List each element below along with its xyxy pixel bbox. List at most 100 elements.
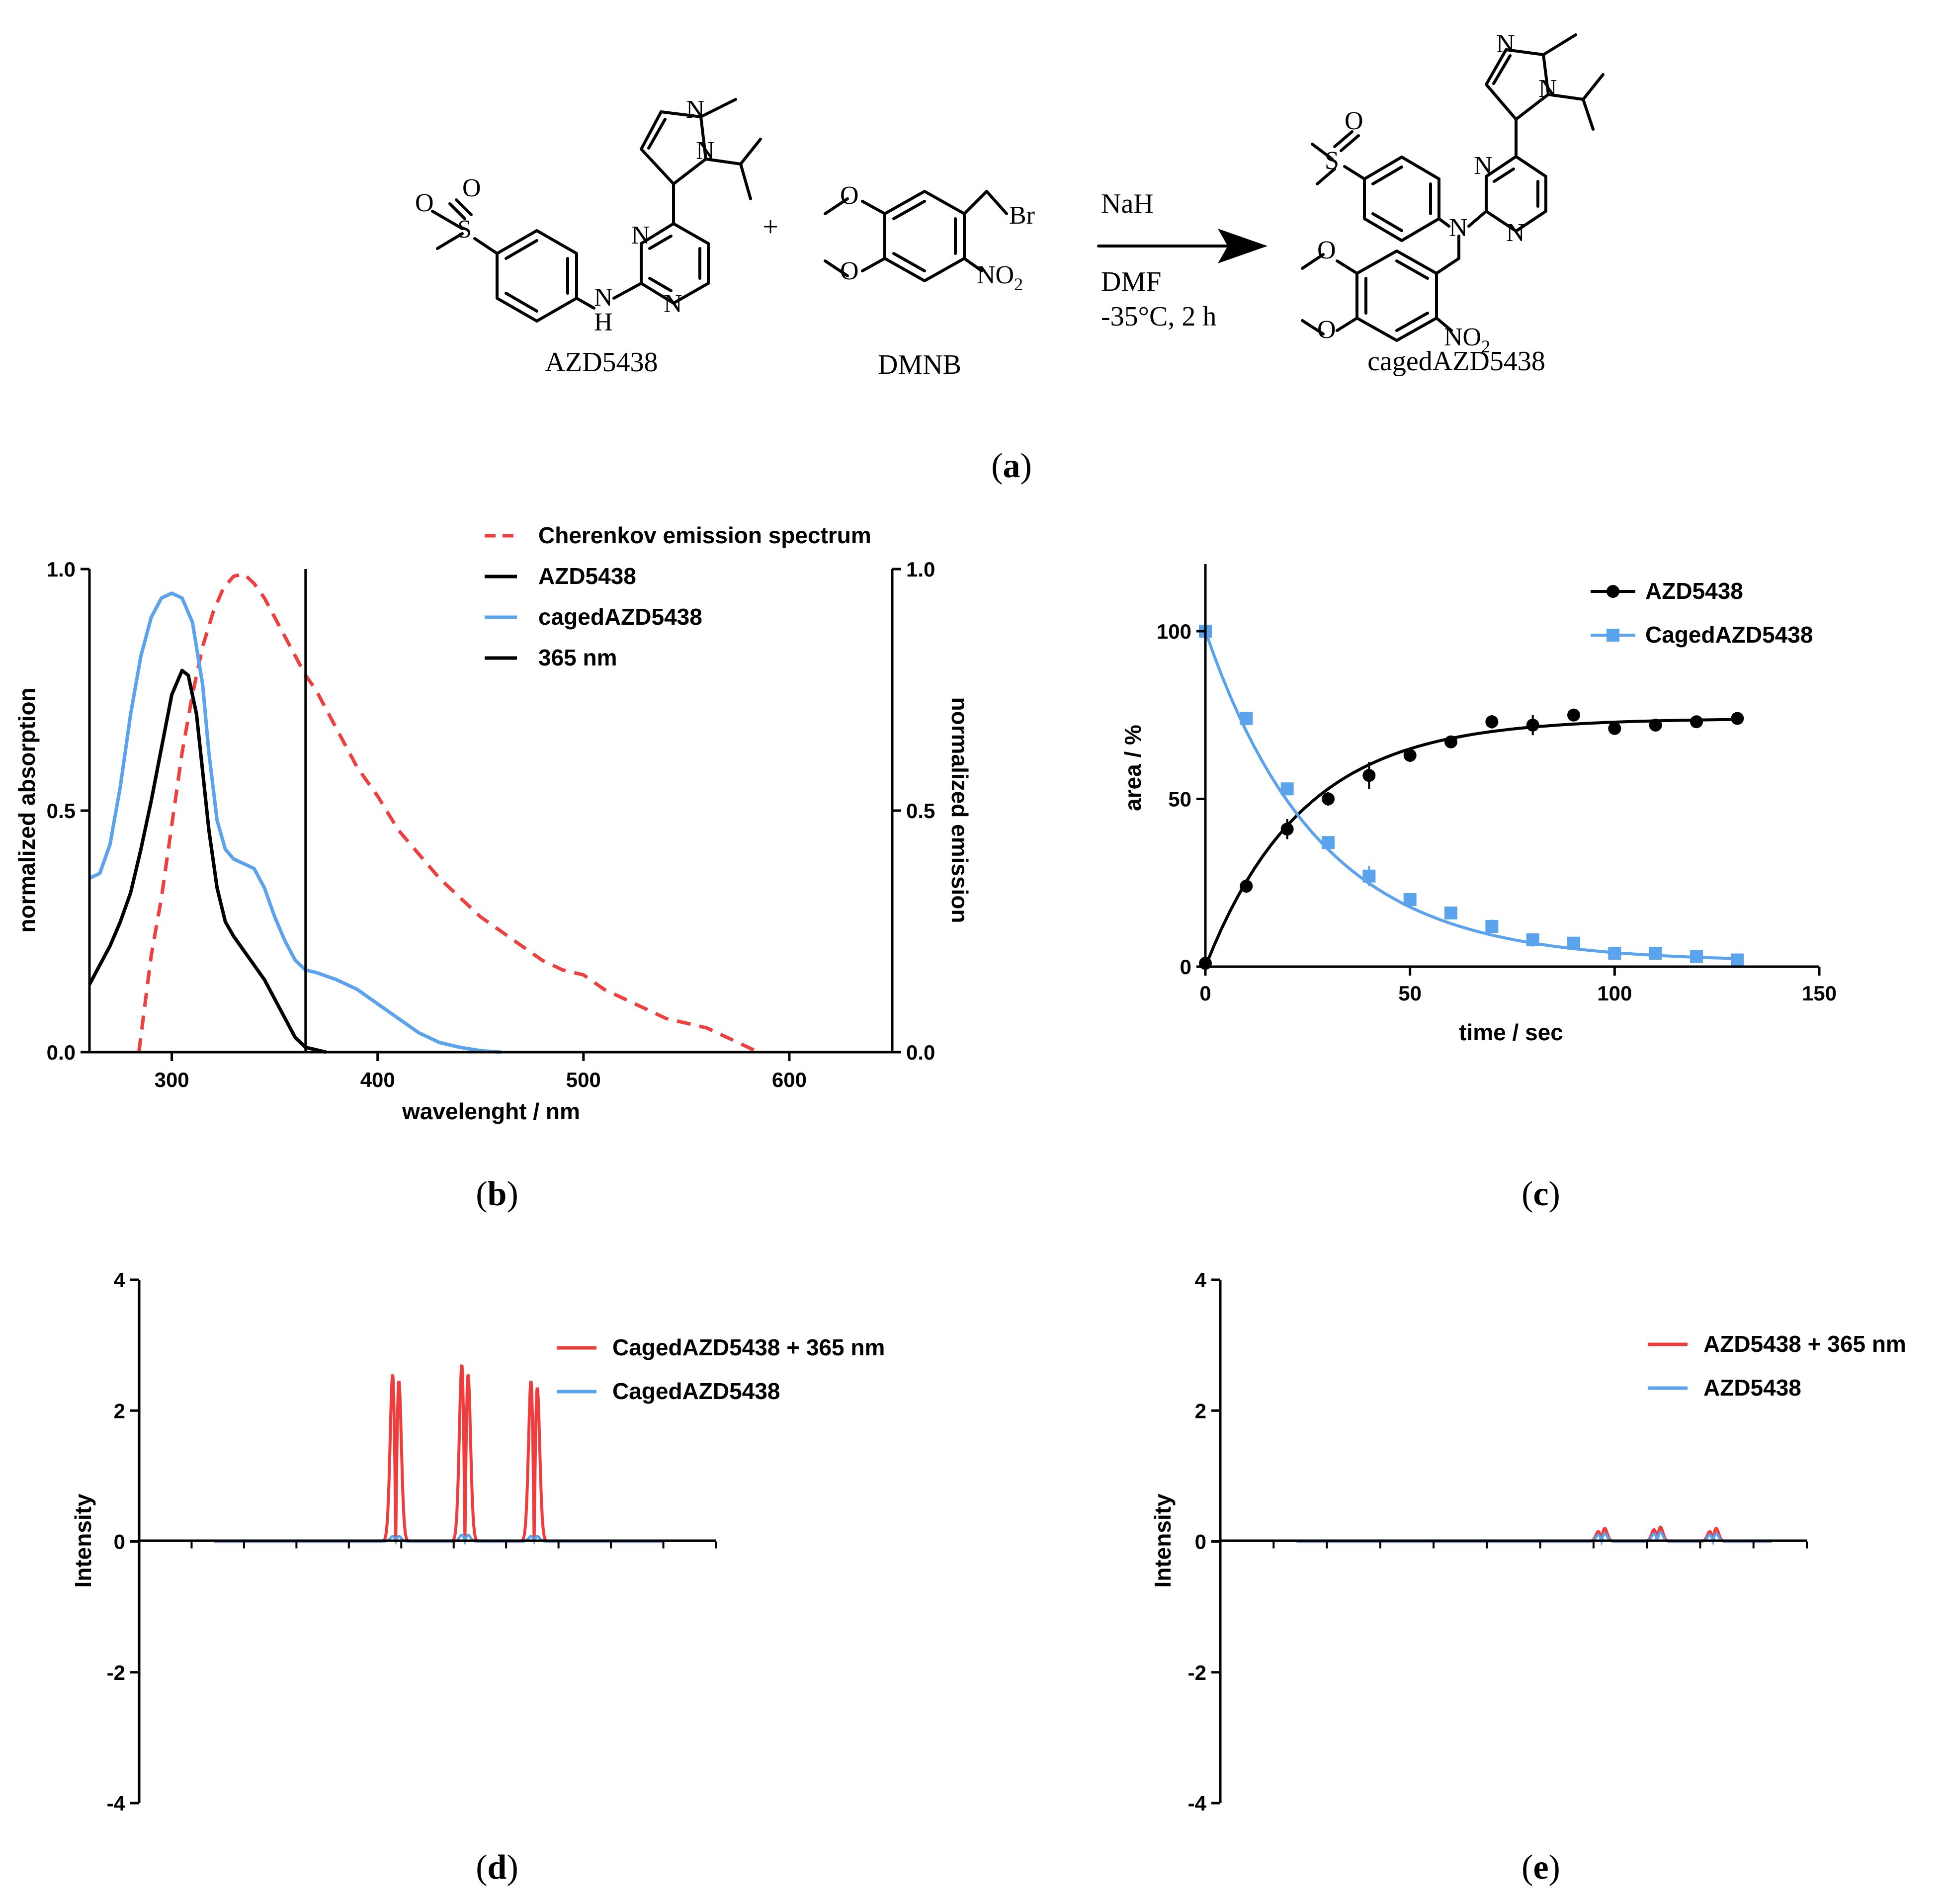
solvent-dmf: DMF	[1101, 266, 1161, 297]
chart-b-series-azd5438	[87, 668, 327, 1054]
chart-b-legend-label-365-nm: 365 nm	[538, 645, 617, 670]
chart-b-legend-label-cherenkov-emission-spectrum: Cherenkov emission spectrum	[538, 522, 871, 548]
chart-c-point-cagedazd5438-10	[1240, 712, 1253, 725]
chart-c-legend-marker-azd5438	[1607, 585, 1619, 598]
chart-e-ytick-label-2: 2	[1195, 1399, 1206, 1422]
chart-e-plot-area	[1296, 1525, 1772, 1546]
chart-b-y2tick-label-0.0: 0.0	[906, 1041, 935, 1064]
panel-label-e: (e)	[1522, 1848, 1560, 1887]
panel-label-d: (d)	[476, 1848, 518, 1887]
chart-c-point-azd5438-120	[1690, 715, 1703, 729]
panel-label-a: (a)	[991, 447, 1032, 485]
chart-c-xtick-label-0: 0	[1199, 982, 1211, 1005]
chart-c-point-cagedazd5438-20	[1280, 782, 1294, 796]
chart-c-xtick-label-150: 150	[1802, 982, 1837, 1005]
chart-c-point-cagedazd5438-120	[1690, 950, 1703, 963]
atom-N-amine: N	[594, 283, 613, 312]
chart-b-series-cherenkov-emission-spectrum	[137, 572, 760, 1054]
chart-c-point-cagedazd5438-60	[1444, 907, 1457, 919]
reaction-conditions: -35°C, 2 h	[1101, 301, 1216, 332]
chart-c-point-cagedazd5438-100	[1608, 947, 1621, 960]
chart-c-legend: AZD5438 CagedAZD5438	[1591, 578, 1813, 648]
atom-O-prod-1: O	[1345, 107, 1363, 135]
chart-c-legend-marker-cagedazd5438	[1607, 629, 1619, 642]
chart-c-point-cagedazd5438-130	[1731, 953, 1744, 967]
chart-b-axes	[88, 569, 894, 1054]
chart-c-point-azd5438-70	[1485, 715, 1499, 729]
dmnb-structure	[824, 190, 1008, 282]
chart-e-ylabel: Intensity	[1150, 1493, 1176, 1588]
chart-d-ytick-label--4: -4	[107, 1792, 126, 1815]
chart-b-xlabel: wavelenght / nm	[402, 1098, 580, 1124]
atom-N-imidazole-2: N	[696, 137, 715, 165]
plus-sign: +	[762, 212, 778, 243]
atom-O-2: O	[462, 174, 481, 202]
chart-c-ticks: 0 50 100 150 0 50 100	[1157, 620, 1837, 1005]
chart-d-ticks: -4 -2 0 2 4	[107, 1268, 717, 1815]
chart-c-point-azd5438-60	[1444, 735, 1457, 748]
chart-c-xlabel: time / sec	[1459, 1019, 1563, 1045]
atom-N-imidazole: N	[686, 95, 705, 124]
chart-c-legend-label-azd5438: AZD5438	[1645, 578, 1743, 604]
atom-O-dmnb-2: O	[840, 257, 859, 285]
chart-b-absorption-emission: 300 400 500 600 0.0 0.5 1.0 0.0 0.5 1.0 wavelengh…	[14, 522, 973, 1124]
chart-b-ticks: 300 400 500 600 0.0 0.5 1.0 0.0 0.5 1.0	[47, 558, 935, 1091]
chart-e-legend: AZD5438 + 365 nm AZD5438	[1648, 1331, 1906, 1401]
chart-e-ytick-label-4: 4	[1195, 1268, 1207, 1292]
chart-d-legend: CagedAZD5438 + 365 nm CagedAZD5438	[557, 1334, 885, 1404]
chart-c-point-cagedazd5438-90	[1567, 936, 1580, 950]
atom-S: S	[457, 215, 472, 244]
chart-c-point-azd5438-80	[1526, 719, 1539, 732]
atom-O-prod-2: O	[1317, 236, 1336, 264]
chart-e-legend-label-azd5438-365-nm: AZD5438 + 365 nm	[1703, 1331, 1906, 1357]
chart-c-plot-area	[1199, 625, 1744, 970]
chart-b-ytick-label-0.5: 0.5	[47, 799, 76, 823]
chart-c-point-cagedazd5438-40	[1362, 869, 1376, 883]
chart-c-point-azd5438-130	[1731, 712, 1744, 725]
chart-c-point-azd5438-100	[1608, 722, 1621, 735]
chart-b-ylabel: normalized absorption	[14, 687, 40, 932]
label-caged-azd5438: cagedAZD5438	[1367, 346, 1545, 377]
chart-e-ytick-label--2: -2	[1188, 1661, 1206, 1684]
panel-label-c: (c)	[1522, 1175, 1560, 1213]
chart-c-fit-azd5438	[1204, 718, 1738, 968]
chart-c-point-cagedazd5438-80	[1526, 933, 1539, 946]
caged-azd5438-structure	[1301, 33, 1605, 342]
atom-N-prod-imid: N	[1496, 30, 1515, 58]
chart-c-ytick-label-50: 50	[1168, 788, 1191, 811]
chart-b-legend-label-cagedazd5438: cagedAZD5438	[538, 604, 702, 630]
chart-d-ytick-label-4: 4	[114, 1268, 126, 1292]
chart-b-ytick-label-0.0: 0.0	[47, 1041, 76, 1064]
chart-e-series-azd5438-365-nm	[1296, 1525, 1772, 1543]
chart-e-ytick-label--4: -4	[1188, 1792, 1207, 1815]
chart-b-xtick-label-400: 400	[360, 1068, 395, 1091]
chart-c-point-cagedazd5438-50	[1403, 893, 1417, 906]
chart-b-y2tick-label-0.5: 0.5	[906, 799, 935, 823]
chart-d-ytick-label-0: 0	[114, 1530, 125, 1554]
chart-b-legend-label-azd5438: AZD5438	[538, 563, 636, 589]
chart-c-point-azd5438-30	[1322, 792, 1335, 806]
chart-d-intensity: -4 -2 0 2 4 Intensity CagedAZD5438 + 365 nmC…	[70, 1268, 885, 1815]
chart-c-ytick-label-100: 100	[1157, 620, 1191, 643]
atom-O-dmnb-1: O	[840, 181, 859, 210]
atom-N-pyrimidine-2: N	[664, 290, 682, 318]
chart-b-plot-area	[87, 569, 760, 1054]
chart-c-point-cagedazd5438-110	[1649, 947, 1662, 960]
chart-c-point-azd5438-110	[1649, 719, 1662, 732]
chart-b-series-cagedazd5438	[88, 591, 502, 1054]
chart-b-xtick-label-300: 300	[155, 1068, 189, 1091]
chart-e-ticks: -4 -2 0 2 4	[1188, 1268, 1808, 1815]
chart-d-ylabel: Intensity	[70, 1493, 96, 1588]
chart-c-legend-label-cagedazd5438: CagedAZD5438	[1645, 622, 1813, 648]
atom-NO2: NO2	[977, 261, 1023, 294]
reaction-scheme	[431, 33, 1605, 342]
chart-c-point-azd5438-50	[1403, 748, 1417, 762]
chart-d-ytick-label--2: -2	[107, 1661, 125, 1684]
chart-d-ytick-label-2: 2	[114, 1399, 125, 1422]
chart-c-point-cagedazd5438-30	[1322, 836, 1335, 849]
atom-H-amine: H	[594, 308, 613, 336]
chart-e-legend-label-azd5438: AZD5438	[1703, 1375, 1801, 1401]
atom-N-prod-pyr: N	[1474, 152, 1493, 180]
